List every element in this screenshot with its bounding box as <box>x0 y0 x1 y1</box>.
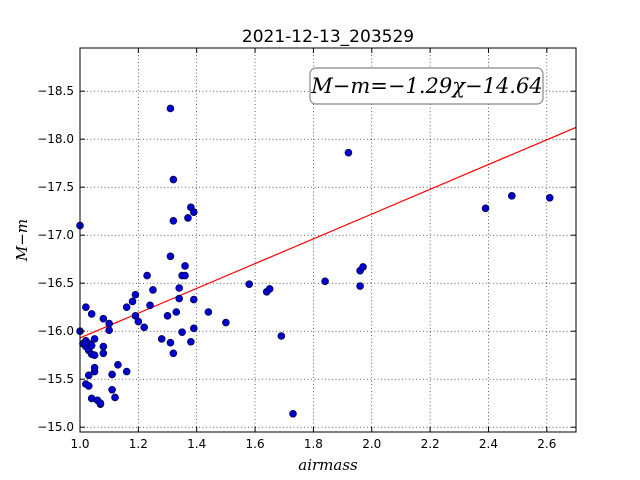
x-tick-label: 1.0 <box>70 437 89 451</box>
data-point <box>545 193 554 202</box>
x-tick-label: 1.2 <box>129 437 148 451</box>
y-tick-label: −18.5 <box>37 84 74 98</box>
data-point <box>289 409 297 418</box>
fit-line <box>79 126 577 339</box>
x-tick-labels: 1.0 1.2 1.4 1.6 1.8 2.0 2.2 2.4 2.6 <box>70 437 556 451</box>
data-point <box>108 370 116 379</box>
y-tick-label: −18.0 <box>37 132 74 146</box>
data-point <box>90 351 99 360</box>
data-point <box>359 263 367 271</box>
data-point <box>189 208 198 216</box>
data-point <box>169 349 178 358</box>
data-point <box>265 285 274 293</box>
data-point <box>143 271 151 280</box>
tick-marks <box>79 48 576 432</box>
x-tick-label: 2.6 <box>537 437 556 451</box>
data-point <box>175 294 183 303</box>
data-point <box>481 204 490 213</box>
x-tick-label: 2.0 <box>362 437 381 451</box>
data-point <box>321 277 329 286</box>
y-axis-label: M−m <box>13 219 31 262</box>
data-point <box>277 332 286 340</box>
data-points <box>76 95 554 418</box>
data-point <box>87 310 96 318</box>
y-tick-label: −17.5 <box>37 180 74 194</box>
data-point <box>122 367 131 376</box>
x-tick-label: 2.4 <box>479 437 498 451</box>
x-axis-label: airmass <box>298 456 358 474</box>
data-point <box>122 303 131 312</box>
data-point <box>114 360 122 369</box>
data-point <box>96 399 105 408</box>
data-point <box>175 284 183 292</box>
data-point <box>187 337 195 346</box>
data-point <box>157 335 166 343</box>
y-tick-label: −15.0 <box>37 420 74 434</box>
data-point <box>146 301 154 310</box>
y-tick-label: −15.5 <box>37 372 74 386</box>
data-point <box>90 335 99 343</box>
data-point <box>134 317 143 326</box>
x-tick-label: 2.2 <box>421 437 440 451</box>
annotation-box <box>309 67 544 105</box>
data-point <box>84 371 93 380</box>
data-point <box>87 341 96 350</box>
plot-frame <box>79 47 577 433</box>
data-point <box>169 217 178 225</box>
data-point <box>128 297 137 306</box>
data-point <box>149 286 157 294</box>
data-point <box>166 252 175 261</box>
data-point <box>169 175 178 184</box>
data-point <box>181 262 189 270</box>
data-point <box>99 314 108 323</box>
data-point <box>189 295 198 304</box>
fit-equation: M−m=−1.29χ−14.64 <box>310 74 542 98</box>
data-point <box>344 148 353 157</box>
data-point <box>99 342 108 351</box>
data-point <box>204 308 213 316</box>
y-tick-label: −16.0 <box>37 324 74 338</box>
data-point <box>105 319 113 328</box>
y-tick-labels: −15.0 −15.5 −16.0 −16.5 −17.0 −17.5 −18.0 −18.5 <box>37 84 74 434</box>
data-point <box>172 308 181 316</box>
data-point <box>108 385 116 394</box>
x-tick-label: 1.6 <box>246 437 265 451</box>
data-point <box>163 312 172 320</box>
data-point <box>189 324 198 333</box>
data-point <box>140 323 148 332</box>
data-point <box>131 290 140 299</box>
chart-title: 2021-12-13_203529 <box>242 27 414 47</box>
data-point <box>178 328 186 336</box>
data-point <box>82 303 90 312</box>
data-point <box>90 363 99 372</box>
data-point <box>245 280 254 288</box>
data-point <box>181 271 189 280</box>
data-point <box>222 318 230 327</box>
data-point <box>184 214 192 222</box>
data-point <box>111 393 119 402</box>
y-tick-label: −16.5 <box>37 276 74 290</box>
data-point <box>166 104 175 113</box>
fit-line-group <box>79 126 577 339</box>
y-tick-label: −17.0 <box>37 228 74 242</box>
x-tick-label: 1.8 <box>304 437 323 451</box>
data-point <box>356 282 364 290</box>
data-point <box>166 338 175 347</box>
data-point <box>99 349 108 358</box>
data-point <box>508 192 516 200</box>
x-tick-label: 1.4 <box>187 437 206 451</box>
data-point <box>84 382 93 390</box>
data-point <box>105 326 113 335</box>
fit-annotation: M−m=−1.29χ−14.64 <box>309 67 544 105</box>
